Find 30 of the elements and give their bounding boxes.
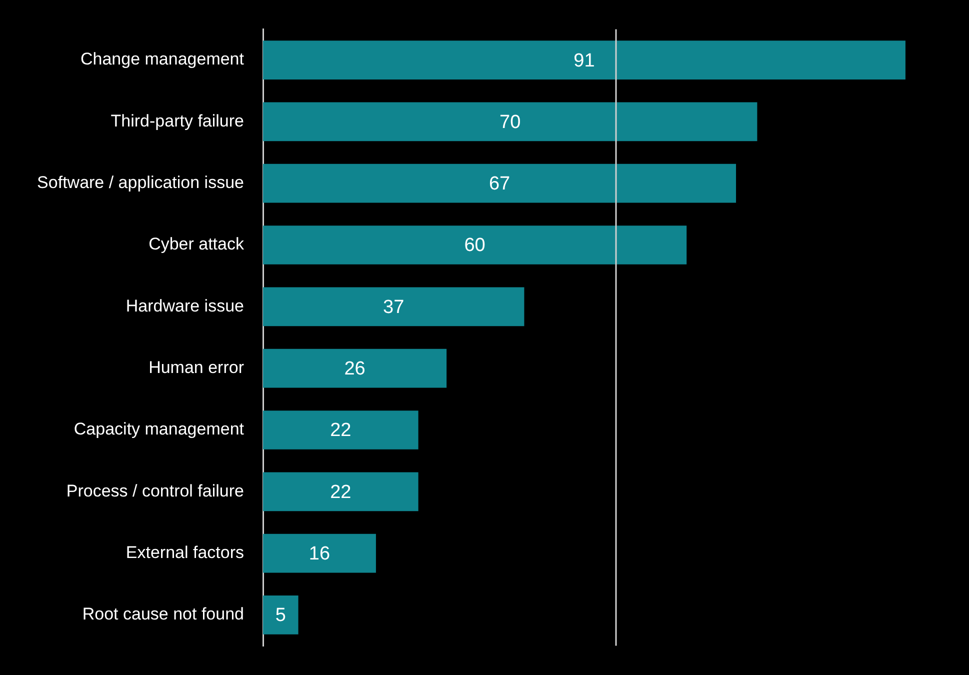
bar: [263, 410, 418, 450]
y-tick-label: Root cause not found: [82, 604, 244, 624]
bar: [263, 348, 447, 388]
bar: [263, 534, 376, 573]
data-label: 22: [330, 482, 352, 503]
bar: [263, 472, 418, 512]
y-tick-label: Software / application issue: [37, 173, 244, 192]
y-tick-label: Cyber attack: [148, 234, 244, 254]
bar: [263, 40, 906, 80]
data-label: 91: [574, 50, 595, 72]
data-label: 70: [500, 112, 521, 133]
data-label: 37: [383, 296, 404, 318]
data-label: 16: [308, 544, 330, 565]
y-tick-label: Hardware issue: [126, 296, 244, 316]
bar: [263, 226, 687, 264]
data-label: 5: [275, 605, 286, 626]
data-label: 60: [464, 235, 486, 256]
y-tick-label: External factors: [126, 542, 244, 562]
data-label: 22: [330, 420, 352, 442]
data-label: 26: [344, 358, 366, 380]
y-tick-label: Third-party failure: [110, 111, 244, 130]
bar: [263, 287, 524, 326]
y-tick-label: Capacity management: [74, 420, 244, 439]
data-label: 67: [488, 174, 510, 195]
y-tick-label: Human error: [148, 358, 244, 378]
y-tick-label: Change management: [80, 50, 244, 69]
bar: [263, 102, 758, 142]
y-tick-label: Process / control failure: [66, 481, 244, 500]
bar: [263, 596, 298, 634]
bar: [263, 164, 736, 203]
